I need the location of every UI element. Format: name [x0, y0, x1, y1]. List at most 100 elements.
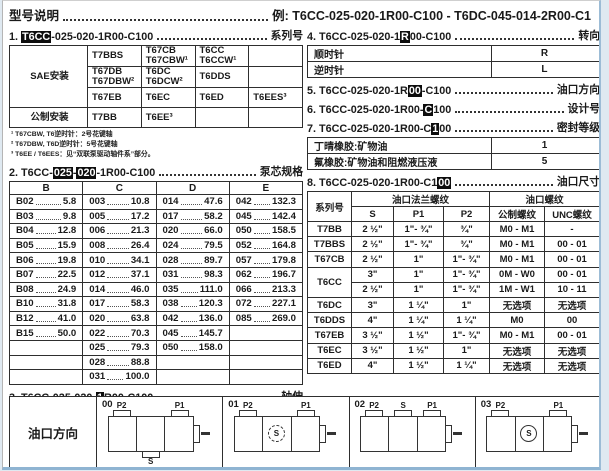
series-model-cell: T6ED — [194, 87, 250, 108]
code-segment: T6CC-025-020-1 — [319, 31, 401, 43]
pump-spec-cell-content: 008 26.4 — [89, 240, 149, 251]
port-diagram-code: 00 — [102, 399, 113, 410]
footnote: ¹ T67CBW, T6逆时针：2号花键轴 — [11, 131, 113, 138]
code-highlight: 020 — [76, 167, 97, 179]
table-row: T7BB 2 ½" 1"- ¾" ¾" M0 - M1- — [307, 220, 599, 238]
pump-spec-cell-content: 052 164.8 — [236, 240, 296, 251]
dot-leader — [107, 364, 129, 366]
section-number: 8. — [307, 177, 317, 189]
port-size-cell: 1 ¼" — [443, 357, 490, 374]
port-size-cell: 1"- ¾" — [443, 281, 490, 298]
pump-spec-cell-content: 020 66.0 — [163, 225, 223, 236]
port-size-cell: 1" — [393, 281, 444, 298]
table-row: B12 41.0 020 63.8 042 136.0 085 269.0 — [8, 310, 304, 327]
pump-code: B04 — [16, 225, 34, 237]
pump-displacement: 269.0 — [271, 313, 296, 325]
pump-spec-cell-content: 042 136.0 — [163, 313, 223, 324]
table-row: 系列号 油口法兰螺纹 油口螺纹 — [307, 191, 599, 222]
dot-leader — [253, 218, 270, 220]
column-header-series: 系列号 — [307, 191, 352, 222]
table-row: 丁晴橡胶:矿物油 1 — [307, 137, 599, 154]
column-header-p1: P1 — [393, 206, 444, 222]
dot-leader — [107, 306, 129, 308]
dot-leader — [107, 335, 129, 337]
pump-code: 050 — [235, 225, 252, 237]
pump-displacement: 179.8 — [271, 254, 296, 266]
pump-spec-cell-content: 038 120.3 — [163, 298, 223, 309]
table-row: T67EB 3 ½" 1 ½" 1"- ¾" M0 - M1 00 - 01 — [307, 327, 599, 344]
pump-spec-cell — [155, 369, 230, 385]
series-model-cell: T67DB T67DBW² — [87, 66, 142, 88]
table-row: B08 24.9 014 46.0 035 111.0 066 213.3 — [8, 281, 304, 298]
port-size-cell: - — [543, 220, 599, 238]
pump-spec-cell: 072 227.1 — [228, 296, 304, 312]
pump-spec-cell: 031 100.0 — [82, 369, 157, 385]
section-label: 系列号 — [270, 30, 303, 42]
pump-spec-cell: B02 5.8 — [8, 194, 84, 210]
pump-spec-cell-content: 062 196.7 — [236, 269, 296, 280]
port-stub — [112, 410, 131, 417]
pump-spec-cell-content: 045 145.7 — [163, 328, 223, 339]
example-model-codes: 例: T6CC-025-020-1R00-C100 - T6DC-045-014… — [272, 5, 591, 24]
pump-spec-cell: 005 17.2 — [82, 208, 157, 225]
dot-leader — [35, 277, 56, 279]
dot-leader — [180, 233, 203, 235]
series-name-cell: T6CC — [307, 266, 352, 298]
port-size-cell: 4" — [351, 312, 394, 329]
shaft — [200, 432, 210, 435]
seal-code: 1 — [490, 137, 599, 154]
port-size-cell: 00 - 01 — [543, 236, 599, 253]
dot-leader — [180, 335, 197, 337]
series-number-table: SAE安装 T7BBS T67CB T67CBW¹ T6CC T6CCW¹ T67DB T67… — [9, 45, 303, 128]
example-label: 例: — [272, 9, 289, 23]
series-name-cell: T7BB — [307, 220, 352, 238]
port-size-cell: 1"- ¾" — [393, 220, 444, 238]
series-model-cell: T6CC T6CCW¹ — [194, 45, 250, 67]
series-model-cell: T7BB — [87, 107, 142, 128]
pump-spec-cell: 045 145.7 — [155, 325, 230, 341]
model-code: T6CC-025-020-1R00-C100 — [319, 104, 451, 116]
pump-spec-cell — [8, 339, 84, 356]
pump-spec-cell: 028 89.7 — [155, 252, 230, 268]
dot-leader — [107, 277, 129, 279]
seal-material: 氟橡胶:矿物油和阻燃液压液 — [307, 153, 492, 170]
series-name-cell: T67EB — [307, 327, 352, 344]
pump-spec-cell-content: B15 50.0 — [16, 328, 76, 339]
pump-spec-cell-content: 014 46.0 — [89, 284, 149, 295]
pump-spec-cell: 010 34.1 — [82, 252, 157, 268]
column-group-thread: 油口螺纹 — [488, 191, 599, 207]
port-size-cell: 2 ½" — [351, 251, 394, 268]
shaft — [579, 432, 589, 435]
series-model-cell: T67EB — [87, 87, 142, 108]
pump-spec-cell-content: 025 79.3 — [89, 342, 149, 353]
pump-spec-cell: 038 120.3 — [155, 296, 230, 312]
port-size-cell: 3 ½" — [351, 342, 394, 359]
section-label: 油口方向 — [556, 84, 600, 96]
code-highlight: 025 — [52, 167, 73, 179]
port-size-cell: 1" — [393, 266, 444, 283]
pump-body-segment — [263, 417, 292, 451]
table-row: B06 19.8 010 34.1 028 89.7 057 179.8 — [8, 252, 304, 268]
pump-code: 042 — [162, 313, 179, 325]
code-segment: T6CC- — [21, 167, 53, 179]
shaft — [453, 432, 463, 435]
pump-spec-cell-content: B08 24.9 — [16, 284, 76, 295]
pump-code: 042 — [235, 196, 252, 208]
pump-code: 003 — [89, 196, 106, 208]
port-size-cell: 10 - 11 — [543, 281, 599, 298]
pump-code: 072 — [235, 298, 252, 310]
port-size-cell: 4" — [351, 357, 394, 374]
pump-spec-cell-content: 014 47.6 — [163, 196, 223, 207]
pump-spec-cell: B04 12.8 — [8, 223, 84, 239]
pump-spec-cell: 017 58.2 — [155, 208, 230, 225]
footnote-list: ¹ T67CBW, T6逆时针：2号花键轴 ² T67DBW, T6D逆时针：5号… — [11, 130, 303, 160]
port-stub — [394, 410, 413, 417]
pump-displacement: 120.3 — [198, 298, 223, 310]
pump-spec-cell — [8, 369, 84, 385]
pump-spec-cell: 085 269.0 — [228, 310, 304, 327]
column-header-s: S — [351, 206, 394, 222]
pump-col-header: D — [155, 181, 230, 195]
pump-spec-cell — [228, 354, 304, 371]
table-row: 逆时针 L — [307, 61, 599, 78]
port-size-cell: ¾" — [443, 236, 490, 253]
